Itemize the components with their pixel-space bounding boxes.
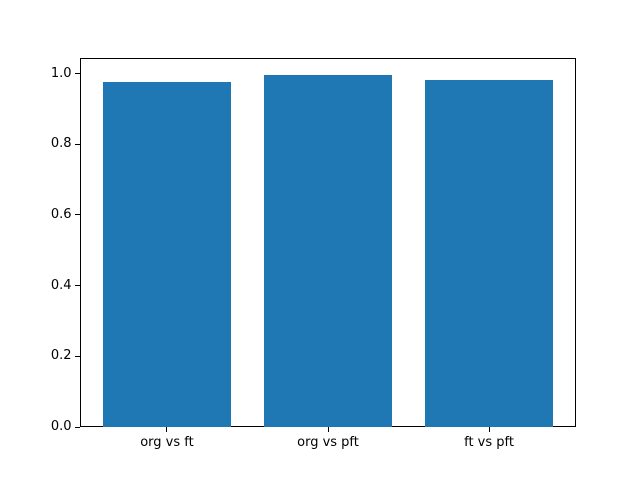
y-tick-label: 0.0 [50, 419, 72, 435]
y-tick-label: 0.8 [50, 136, 72, 152]
y-tick-label: 0.2 [50, 348, 72, 364]
y-tick-label: 1.0 [50, 65, 72, 81]
bar [263, 75, 393, 428]
x-tick-mark [327, 427, 329, 433]
y-tick-mark [75, 214, 80, 216]
x-tick-label: ft vs pft [464, 435, 514, 451]
y-tick-mark [75, 355, 80, 357]
y-tick-label: 0.4 [50, 277, 72, 293]
y-tick-mark [75, 426, 80, 428]
y-tick-mark [75, 73, 80, 75]
bar [102, 82, 232, 428]
y-tick-mark [75, 285, 80, 287]
y-tick-mark [75, 143, 80, 145]
y-tick-label: 0.6 [50, 206, 72, 222]
bar [424, 79, 554, 428]
x-tick-label: org vs ft [140, 435, 194, 451]
x-tick-mark [166, 427, 168, 433]
x-tick-mark [488, 427, 490, 433]
x-tick-label: org vs pft [297, 435, 359, 451]
